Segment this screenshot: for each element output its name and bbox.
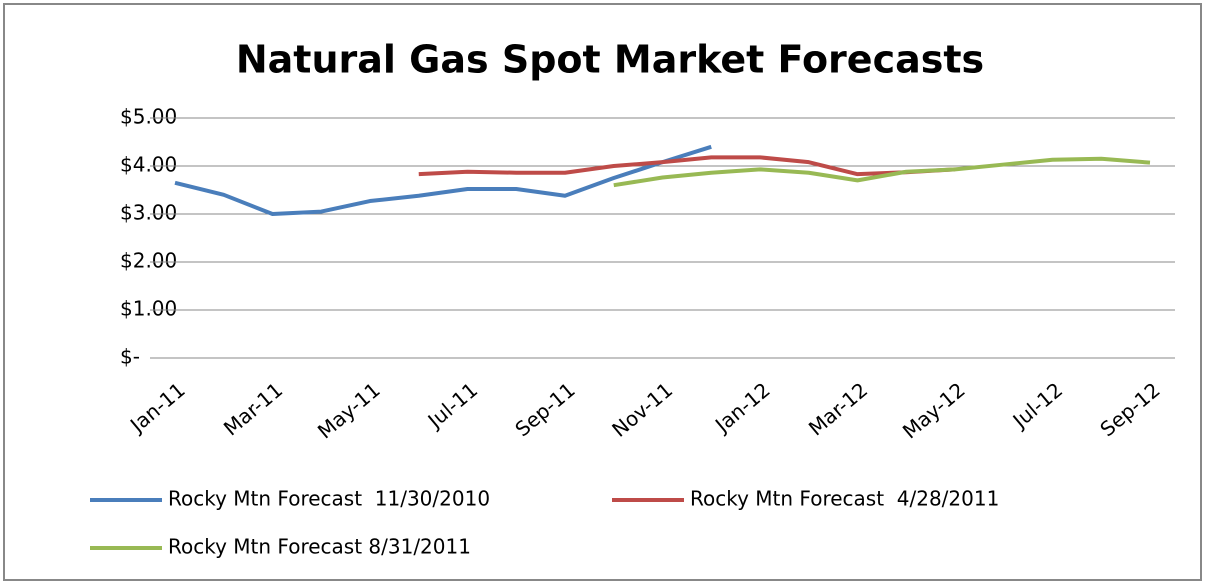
series-line (174, 144, 712, 216)
legend-label: Rocky Mtn Forecast 11/30/2010 (168, 487, 490, 511)
chart-title: Natural Gas Spot Market Forecasts (236, 38, 984, 82)
series-line (613, 156, 1151, 188)
series-line (418, 155, 956, 177)
legend-label: Rocky Mtn Forecast 4/28/2011 (690, 487, 999, 511)
y-tick-label: $1.00 (120, 297, 177, 321)
y-tick-label: $3.00 (120, 201, 177, 225)
y-tick-label: $4.00 (120, 153, 177, 177)
y-tick-label: $- (120, 345, 140, 369)
legend-label: Rocky Mtn Forecast 8/31/2011 (168, 535, 471, 559)
chart-border (3, 3, 1202, 581)
y-tick-label: $2.00 (120, 249, 177, 273)
y-tick-label: $5.00 (120, 105, 177, 129)
